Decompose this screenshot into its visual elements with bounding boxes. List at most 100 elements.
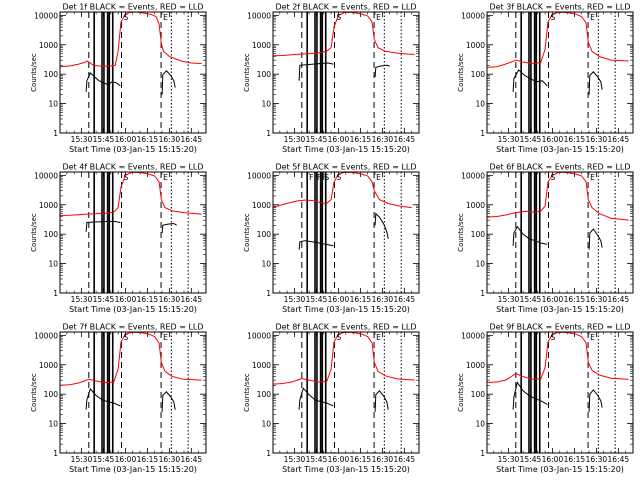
x-tick-label: 16:00 bbox=[328, 135, 350, 144]
y-tick-label: 10000 bbox=[247, 331, 271, 340]
x-tick-label: 15:45 bbox=[93, 135, 115, 144]
chart-panel-1: Det 1f BLACK = Events, RED = LLD Counts/s… bbox=[30, 3, 207, 154]
y-axis-label: Counts/sec bbox=[457, 213, 465, 252]
events-series-line bbox=[85, 72, 121, 92]
y-tick-label: 1 bbox=[53, 289, 58, 298]
events-series-line bbox=[298, 62, 334, 81]
plot-frame bbox=[59, 171, 207, 294]
y-tick-label: 1000 bbox=[39, 361, 58, 370]
flag-label: F bbox=[323, 173, 327, 182]
x-tick-label: 16:15 bbox=[350, 295, 372, 304]
y-tick-label: 1000 bbox=[466, 41, 485, 50]
flag-label: E bbox=[376, 333, 381, 342]
x-tick-label: 16:00 bbox=[542, 135, 564, 144]
y-tick-label: 10000 bbox=[247, 171, 271, 180]
x-axis-label: Start Time (03-Jan-15 15:15:20) bbox=[496, 145, 624, 154]
x-axis-label: Start Time (03-Jan-15 15:15:20) bbox=[69, 465, 197, 474]
flag-label: S bbox=[551, 173, 556, 182]
y-tick-label: 10 bbox=[475, 100, 485, 109]
x-axis-label: Start Time (03-Jan-15 15:15:20) bbox=[496, 305, 624, 314]
lld-series-line bbox=[60, 172, 202, 216]
x-tick-label: 16:15 bbox=[137, 135, 159, 144]
chart-title: Det 9f BLACK = Events, RED = LLD bbox=[489, 323, 630, 332]
flag-label: S bbox=[124, 173, 129, 182]
y-tick-label: 1 bbox=[480, 289, 485, 298]
y-tick-label: 1000 bbox=[39, 41, 58, 50]
y-tick-label: 1000 bbox=[39, 201, 58, 210]
x-tick-label: 16:45 bbox=[608, 135, 630, 144]
events-series-line bbox=[374, 212, 389, 239]
lld-series-line bbox=[273, 12, 415, 57]
plot-frame bbox=[272, 171, 420, 294]
x-axis-label: Start Time (03-Jan-15 15:15:20) bbox=[69, 305, 197, 314]
y-tick-label: 10000 bbox=[461, 11, 485, 20]
flag-label: S bbox=[551, 333, 556, 342]
y-axis-label: Counts/sec bbox=[457, 53, 465, 92]
y-tick-label: 1000 bbox=[252, 41, 271, 50]
x-tick-label: 15:30 bbox=[498, 455, 520, 464]
flag-label: E bbox=[376, 13, 381, 22]
y-tick-label: 1000 bbox=[466, 201, 485, 210]
flag-label: F bbox=[309, 173, 313, 182]
chart-title: Det 2f BLACK = Events, RED = LLD bbox=[275, 3, 416, 12]
lld-series-line bbox=[60, 332, 202, 386]
y-tick-label: 1 bbox=[266, 449, 271, 458]
plot-frame bbox=[272, 331, 420, 454]
x-tick-label: 16:15 bbox=[137, 295, 159, 304]
x-tick-label: 16:45 bbox=[608, 455, 630, 464]
y-tick-label: 100 bbox=[471, 390, 486, 399]
x-axis-label: Start Time (03-Jan-15 15:15:20) bbox=[282, 145, 410, 154]
y-tick-label: 10000 bbox=[34, 331, 58, 340]
x-tick-label: 16:30 bbox=[586, 135, 608, 144]
events-series-line bbox=[512, 225, 548, 246]
plot-frame bbox=[486, 171, 634, 294]
chart-panel-9: Det 9f BLACK = Events, RED = LLD Counts/s… bbox=[457, 323, 634, 474]
x-tick-label: 16:45 bbox=[181, 135, 203, 144]
events-series-line bbox=[298, 240, 334, 250]
x-tick-label: 16:15 bbox=[350, 455, 372, 464]
y-tick-label: 100 bbox=[257, 390, 272, 399]
chart-title: Det 5f BLACK = Events, RED = LLD bbox=[275, 163, 416, 172]
x-tick-label: 16:45 bbox=[394, 295, 416, 304]
flag-label: S bbox=[551, 13, 556, 22]
y-tick-label: 100 bbox=[257, 70, 272, 79]
lld-series-line bbox=[487, 12, 629, 68]
chart-panel-4: Det 4f BLACK = Events, RED = LLD Counts/s… bbox=[30, 163, 207, 314]
y-tick-label: 10 bbox=[48, 260, 58, 269]
chart-title: Det 8f BLACK = Events, RED = LLD bbox=[275, 323, 416, 332]
chart-title: Det 6f BLACK = Events, RED = LLD bbox=[489, 163, 630, 172]
x-tick-label: 16:00 bbox=[328, 295, 350, 304]
x-axis-label: Start Time (03-Jan-15 15:15:20) bbox=[282, 305, 410, 314]
x-tick-label: 16:30 bbox=[159, 135, 181, 144]
y-tick-label: 1000 bbox=[252, 361, 271, 370]
plot-frame bbox=[59, 11, 207, 134]
x-tick-label: 15:45 bbox=[520, 295, 542, 304]
x-tick-label: 16:15 bbox=[564, 455, 586, 464]
x-tick-label: 16:30 bbox=[586, 455, 608, 464]
flag-label: S bbox=[324, 173, 329, 182]
events-series-line bbox=[298, 387, 334, 410]
x-tick-label: 16:00 bbox=[115, 455, 137, 464]
y-axis-label: Counts/sec bbox=[457, 373, 465, 412]
x-tick-label: 16:15 bbox=[564, 135, 586, 144]
y-tick-label: 10 bbox=[48, 100, 58, 109]
y-tick-label: 100 bbox=[44, 70, 59, 79]
y-tick-label: 10000 bbox=[461, 331, 485, 340]
y-tick-label: 100 bbox=[44, 230, 59, 239]
plot-area: SF F F S E bbox=[273, 172, 412, 293]
y-tick-label: 100 bbox=[471, 70, 486, 79]
chart-title: Det 1f BLACK = Events, RED = LLD bbox=[62, 3, 203, 12]
x-tick-label: 16:30 bbox=[372, 135, 394, 144]
y-tick-label: 10 bbox=[475, 420, 485, 429]
events-series-line bbox=[374, 390, 389, 412]
events-series-line bbox=[512, 69, 548, 92]
chart-title: Det 4f BLACK = Events, RED = LLD bbox=[62, 163, 203, 172]
y-tick-label: 1 bbox=[480, 449, 485, 458]
x-tick-label: 16:00 bbox=[542, 455, 564, 464]
x-tick-label: 16:30 bbox=[372, 295, 394, 304]
x-tick-label: 16:45 bbox=[394, 135, 416, 144]
y-tick-label: 100 bbox=[44, 390, 59, 399]
